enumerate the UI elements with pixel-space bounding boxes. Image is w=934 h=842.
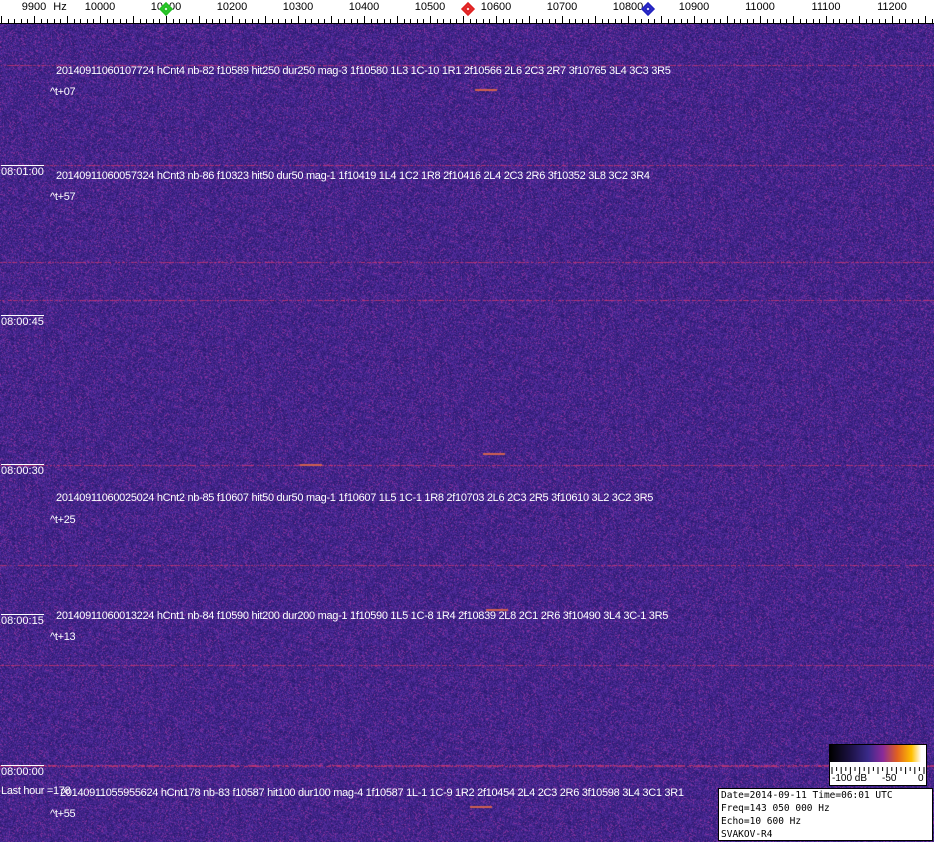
freq-label: 10600	[480, 1, 512, 13]
time-label: 08:00:45	[1, 315, 44, 328]
frequency: Freq=143 050 000 Hz	[721, 803, 830, 814]
date-time: Date=2014-09-11 Time=06:01 UTC	[721, 790, 893, 801]
freq-label: 11100	[811, 1, 841, 13]
freq-label: 11000	[745, 1, 775, 13]
freq-label: 10400	[348, 1, 380, 13]
spectrogram	[0, 24, 934, 842]
detection-line: 20140911055955624 hCnt178 nb-83 f10587 h…	[60, 787, 684, 799]
color-scale-legend: -100 dB -50 0	[829, 744, 927, 786]
colorbar-label: -50	[882, 773, 897, 784]
color-scale-ticks	[831, 767, 925, 774]
detection-offset: ^t+57	[50, 191, 76, 203]
freq-label: 10800	[612, 1, 644, 13]
freq-label: 10000	[84, 1, 116, 13]
freq-label: 10300	[282, 1, 314, 13]
time-label: 08:01:00	[1, 165, 44, 178]
detection-line: 20140911060107724 hCnt4 nb-82 f10589 hit…	[56, 65, 671, 77]
detection-line: 20140911060025024 hCnt2 nb-85 f10607 hit…	[56, 492, 654, 504]
frequency-axis: 9900 Hz 10000 10100 10200 10300 10400 10…	[0, 0, 934, 24]
freq-label: 10200	[216, 1, 248, 13]
time-label: 08:00:15	[1, 614, 44, 627]
freq-label: 10900	[678, 1, 710, 13]
freq-label: 11200	[877, 1, 907, 13]
color-gradient	[830, 745, 926, 762]
echo-frequency: Echo=10 600 Hz	[721, 816, 802, 827]
last-hour-count: Last hour =178	[1, 785, 71, 797]
colorbar-label: -100 dB	[832, 773, 868, 784]
detection-offset: ^t+55	[50, 808, 76, 820]
detection-offset: ^t+13	[50, 631, 76, 643]
info-box: Date=2014-09-11 Time=06:01 UTC Freq=143 …	[718, 788, 933, 841]
freq-unit: Hz	[53, 1, 67, 13]
frequency-ticks	[0, 16, 934, 24]
freq-label: 10700	[546, 1, 578, 13]
detection-line: 20140911060013224 hCnt1 nb-84 f10590 hit…	[56, 610, 669, 622]
time-label: 08:00:00	[1, 765, 44, 778]
detection-offset: ^t+25	[50, 514, 76, 526]
freq-label: 10500	[414, 1, 446, 13]
detection-line: 20140911060057324 hCnt3 nb-86 f10323 hit…	[56, 170, 650, 182]
freq-label-9900: 9900	[21, 1, 47, 13]
time-label: 08:00:30	[1, 464, 44, 477]
detection-offset: ^t+07	[50, 86, 76, 98]
colorbar-label: 0	[918, 773, 924, 784]
station-name: SVAKOV-R4	[721, 829, 773, 840]
